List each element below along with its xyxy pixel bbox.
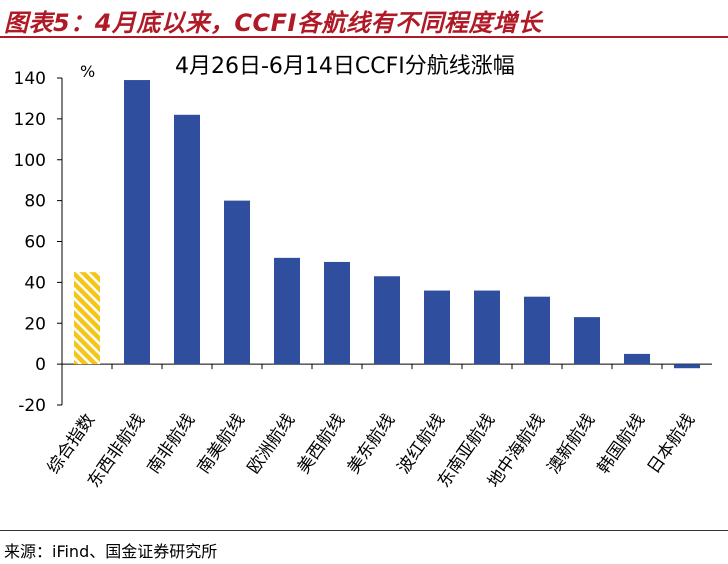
bar-13	[674, 364, 700, 369]
footer-rule	[0, 530, 728, 531]
y-unit-label: %	[80, 62, 96, 81]
bar-5	[274, 257, 300, 365]
x-category-label: 韩国航线	[594, 410, 649, 477]
bar-12	[624, 353, 650, 365]
source-note: 来源：iFind、国金证券研究所	[4, 542, 218, 561]
bar-9	[474, 290, 500, 365]
bar-7	[374, 276, 400, 365]
y-tick-label: -20	[18, 396, 46, 416]
bar-10	[524, 296, 550, 365]
bar-1	[74, 272, 100, 365]
bar-6	[324, 261, 350, 365]
x-category-label: 日本航线	[644, 410, 699, 477]
bar-4	[224, 200, 250, 365]
bar-chart-svg: -20020406080100120140综合指数东西非航线南非航线南美航线欧洲…	[14, 69, 712, 491]
x-category-label: 南非航线	[144, 410, 199, 477]
y-tick-label: 60	[24, 233, 46, 253]
x-category-label: 美东航线	[344, 410, 399, 477]
chart-title: 4月26日-6月14日CCFI分航线涨幅	[175, 54, 515, 79]
y-tick-label: 0	[35, 355, 46, 375]
y-tick-label: 80	[24, 192, 46, 212]
x-category-label: 欧洲航线	[244, 410, 299, 477]
x-category-label: 南美航线	[194, 410, 249, 477]
y-tick-label: 120	[14, 110, 46, 130]
bar-2	[124, 80, 150, 365]
y-tick-label: 100	[14, 151, 46, 171]
bar-8	[424, 290, 450, 365]
y-tick-label: 20	[24, 314, 46, 334]
chart: 4月26日-6月14日CCFI分航线涨幅 % -20 0 20 40 60 80 100 12…	[0, 38, 728, 528]
bar-11	[574, 317, 600, 365]
x-category-label: 澳新航线	[544, 410, 599, 477]
x-category-label: 波红航线	[394, 410, 449, 477]
bar-3	[174, 114, 200, 365]
y-tick-label: 40	[24, 273, 46, 293]
figure-header: 图表5：4月底以来，CCFI各航线有不同程度增长	[0, 0, 728, 37]
x-category-label: 综合指数	[44, 410, 99, 477]
figure-title: 图表5：4月底以来，CCFI各航线有不同程度增长	[4, 9, 542, 37]
title-rule	[0, 36, 728, 38]
y-tick-label: 140	[14, 69, 46, 89]
x-category-label: 美西航线	[294, 410, 349, 477]
